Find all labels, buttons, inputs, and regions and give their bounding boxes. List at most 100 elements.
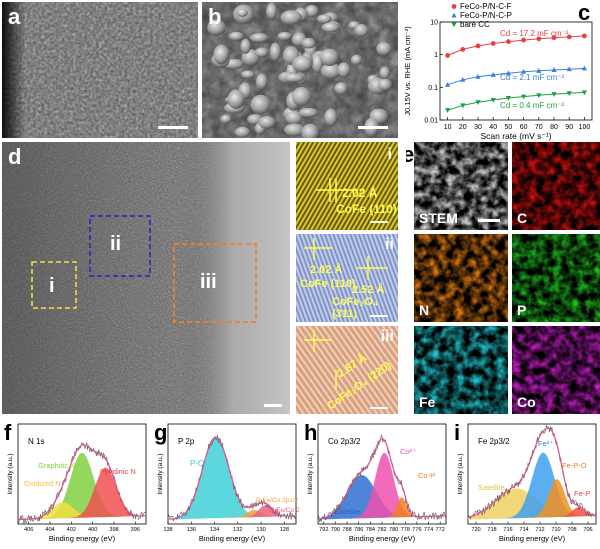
y-axis-label: Intensity (a.u.): [157, 453, 164, 494]
data-point: [551, 92, 557, 97]
peak-fill: [168, 437, 296, 520]
panel-label-f: f: [4, 420, 12, 445]
nanoparticle: [304, 4, 319, 18]
nanoparticle: [301, 37, 316, 49]
nanoparticle: [269, 42, 281, 62]
nanoparticle-clusters: [207, 3, 393, 138]
x-tick-label: 714: [519, 527, 528, 533]
eds-map-label: N: [419, 302, 430, 318]
data-point: [581, 90, 587, 96]
nanoparticle: [240, 38, 251, 54]
capacitance-annotation: Cd = 17.2 mF cm⁻²: [500, 29, 569, 38]
x-tick-label: 40: [489, 124, 497, 131]
x-tick-label: 776: [412, 527, 421, 533]
spectrum-title: P 2p: [178, 437, 195, 446]
x-tick-label: 134: [210, 527, 219, 533]
nanoparticle: [207, 19, 226, 36]
fit-line: [447, 67, 585, 86]
raw-spectrum: [317, 434, 447, 523]
plot-frame: [467, 423, 597, 525]
legend-label: bare CC: [460, 20, 490, 29]
lattice-fringes-i: [296, 142, 398, 230]
data-point: [475, 43, 481, 49]
data-point: [581, 65, 587, 71]
nanoparticle: [284, 123, 305, 137]
inset-roman-i: i: [387, 146, 392, 163]
plot-frame: [167, 423, 297, 525]
fit-envelope: [167, 436, 296, 520]
x-tick-label: 90: [565, 124, 573, 131]
x-tick-label: 782: [377, 527, 386, 533]
y-tick-label: 10: [430, 20, 438, 27]
peak-fill: [468, 479, 596, 520]
x-axis-label: Binding energy (eV): [49, 534, 116, 543]
raw-spectrum: [467, 424, 597, 520]
data-point: [475, 100, 481, 106]
peak-fill: [468, 507, 596, 520]
d-spacing-label: 2.52 Å: [352, 284, 385, 296]
spectrum-title: N 1s: [28, 437, 44, 446]
nanoparticle: [376, 41, 392, 56]
x-axis-label: Scan rate (mV s⁻¹): [480, 131, 551, 141]
sem-image-b: b: [202, 2, 398, 138]
nanoparticle: [277, 31, 293, 41]
y-tick-label: 0.1: [428, 85, 438, 92]
capacitance-plot: 10 20 30 40 50 60 70 80 90 100 10 1 0.1 0.01 Scan rate…: [403, 2, 593, 141]
nanoparticle: [319, 48, 339, 67]
eds-map-texture: [414, 142, 508, 230]
peak-label: P-Fe/Co 2p1/2: [256, 497, 299, 504]
peak-label: P-O: [190, 459, 204, 468]
eds-map-3: P: [512, 234, 600, 322]
peak-label: Co-P: [418, 471, 435, 480]
peak-label: Co²⁺: [400, 447, 416, 456]
nanoparticle: [255, 73, 268, 91]
x-tick-label: 706: [583, 527, 592, 533]
peak-label: Satellite: [478, 483, 505, 492]
data-point: [490, 72, 496, 77]
scale-bar: [158, 126, 188, 129]
data-point: [475, 74, 481, 79]
x-tick-label: 396: [131, 527, 140, 533]
nanoparticle: [266, 3, 277, 20]
xps-plot-n1s: 406 404 402 400 398 396 Binding energy (eV) Int…: [7, 423, 147, 543]
lattice-fringes-iii: [296, 326, 398, 414]
panel-label-e: e: [406, 142, 415, 167]
peak-label: Fe-P: [574, 489, 590, 498]
y-axis-label: Intensity (a.u.): [307, 453, 314, 494]
sem-image-a: a: [2, 2, 198, 138]
data-point: [551, 35, 557, 41]
x-tick-label: 718: [487, 527, 496, 533]
legend-label: FeCo-P/N-C-P: [460, 11, 512, 20]
x-tick-label: 398: [109, 527, 118, 533]
raw-spectrum: [167, 434, 297, 522]
plot-frame: [439, 21, 593, 121]
region-label-iii: iii: [200, 271, 217, 293]
capacitance-annotation: Cd = 2.1 mF cm⁻²: [500, 73, 564, 82]
x-tick-label: 400: [88, 527, 97, 533]
legend-marker: [451, 4, 457, 9]
peak-label: Satellite: [334, 507, 361, 516]
data-point: [582, 33, 587, 39]
plot-frame: [17, 423, 147, 525]
panel-label-a: a: [8, 4, 21, 29]
data-point: [506, 39, 511, 45]
peak-label: Graphitic N: [38, 461, 76, 470]
eds-map-label: C: [517, 210, 528, 226]
capacitance-annotation: Cd = 0.4 mF cm⁻²: [500, 101, 564, 110]
data-point: [536, 93, 542, 99]
data-point: [490, 41, 496, 46]
legend-marker: [451, 22, 457, 28]
nanoparticle: [337, 62, 351, 78]
nanoparticle: [350, 54, 362, 66]
sem-texture-b: [202, 2, 398, 138]
eds-map-texture: [512, 326, 600, 414]
eds-map-1: C: [512, 142, 600, 230]
nanoparticle: [213, 44, 230, 65]
eds-map-0: STEM: [414, 142, 508, 230]
x-tick-label: 720: [471, 527, 480, 533]
peak-label: P-Fe/Co 2p3/2: [270, 507, 300, 514]
peak-fill: [18, 467, 146, 520]
x-tick-label: 774: [424, 527, 433, 533]
nanoparticle: [320, 62, 342, 79]
data-point: [521, 68, 527, 74]
